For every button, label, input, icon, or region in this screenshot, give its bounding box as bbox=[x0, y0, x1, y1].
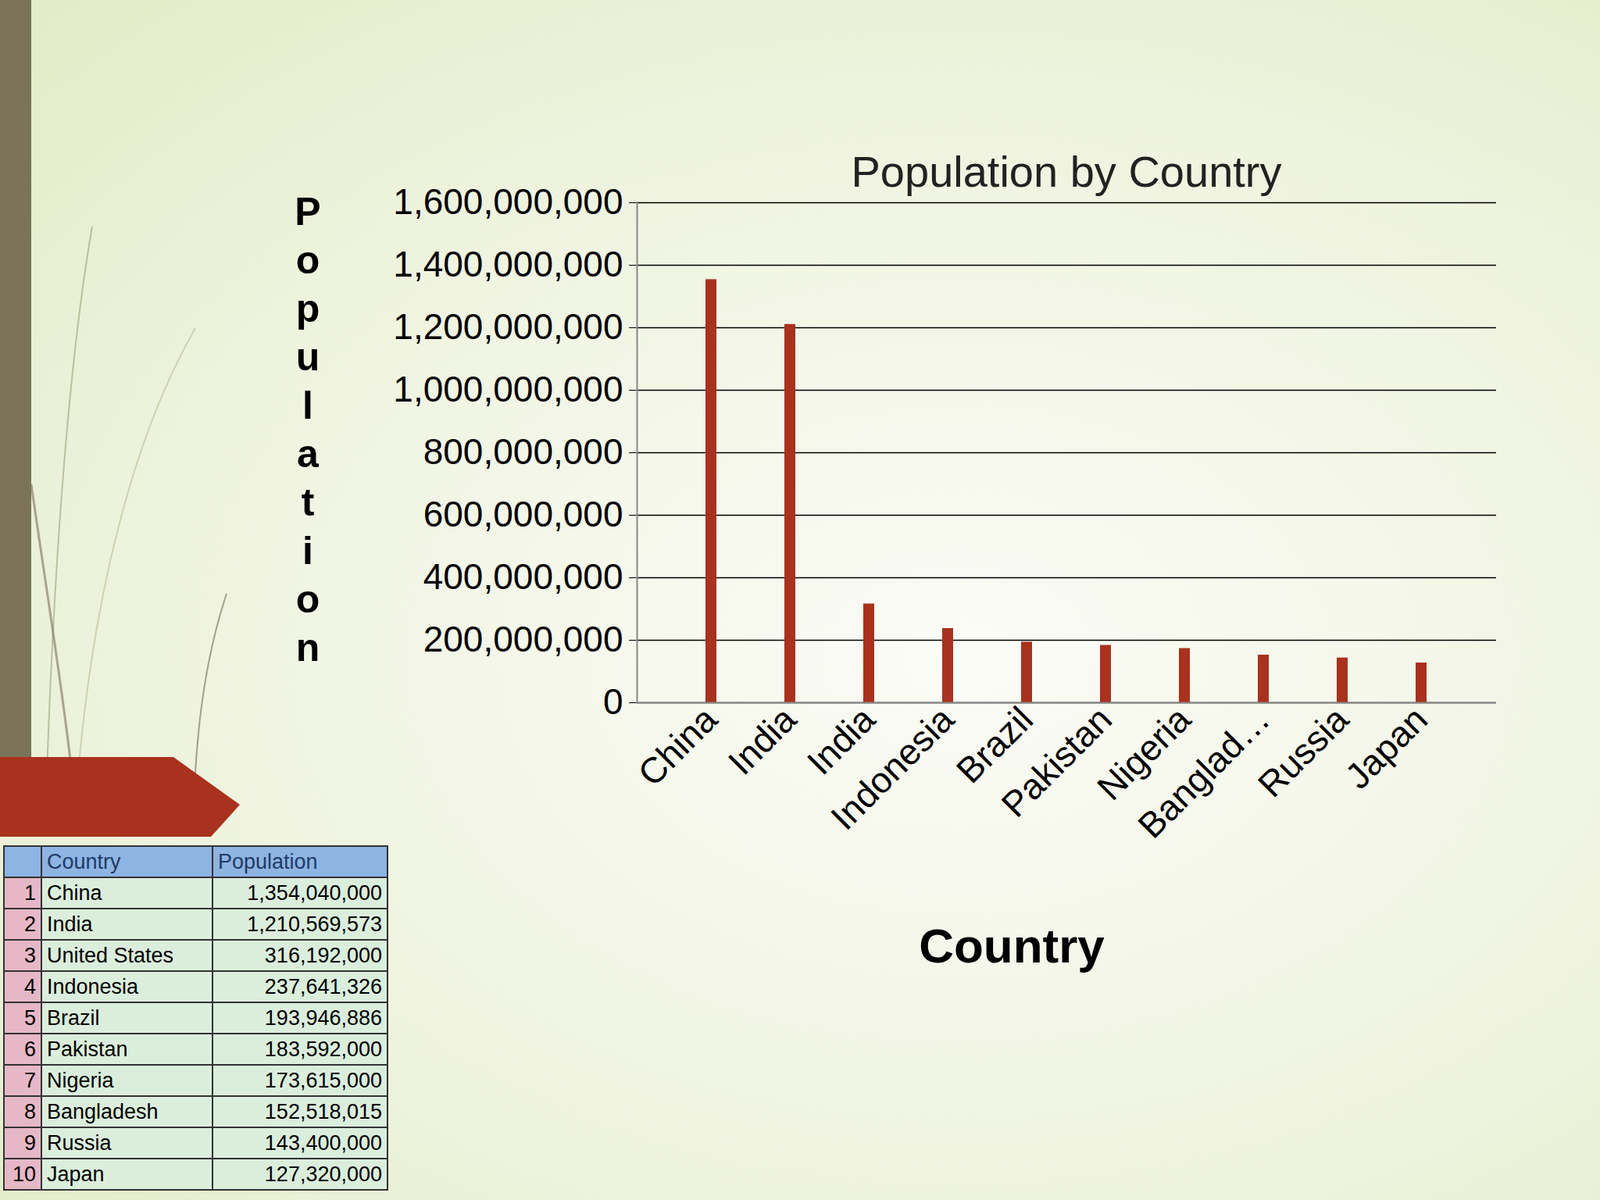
html-text:t: t bbox=[301, 480, 315, 525]
svg-text:1,200,000,000: 1,200,000,000 bbox=[392, 306, 623, 347]
svg-text:Nigeria: Nigeria bbox=[1089, 698, 1199, 808]
html-text:Country: Country bbox=[918, 918, 1105, 973]
html-text:143,400,000: 143,400,000 bbox=[264, 1130, 383, 1155]
html-text:Pakistan: Pakistan bbox=[46, 1037, 128, 1061]
html-text:Population by Country: Population by Country bbox=[851, 146, 1282, 197]
html-text:l: l bbox=[302, 383, 314, 428]
svg-text:Indonesia: Indonesia bbox=[822, 698, 962, 838]
svg-text:Pakistan: Pakistan bbox=[992, 698, 1120, 825]
svg-text:200,000,000: 200,000,000 bbox=[423, 618, 624, 660]
html-text:127,320,000: 127,320,000 bbox=[264, 1162, 383, 1186]
html-text:1,354,040,000: 1,354,040,000 bbox=[247, 880, 383, 905]
html-text:237,641,326: 237,641,326 bbox=[264, 974, 383, 999]
html-text:4: 4 bbox=[24, 974, 36, 999]
svg-text:India: India bbox=[798, 698, 883, 783]
html-text:10: 10 bbox=[12, 1162, 36, 1186]
html-text:173,615,000: 173,615,000 bbox=[264, 1068, 383, 1092]
svg-text:1,600,000,000: 1,600,000,000 bbox=[392, 181, 623, 222]
svg-text:Brazil: Brazil bbox=[948, 698, 1041, 791]
html-text:9: 9 bbox=[24, 1130, 36, 1155]
html-text:Population: Population bbox=[217, 849, 318, 874]
html-text:P: P bbox=[294, 189, 321, 234]
html-text:1,210,569,573: 1,210,569,573 bbox=[247, 912, 383, 936]
svg-text:0: 0 bbox=[603, 681, 624, 722]
svg-text:400,000,000: 400,000,000 bbox=[423, 556, 624, 597]
html-text:8: 8 bbox=[24, 1099, 36, 1124]
svg-text:Japan: Japan bbox=[1337, 698, 1436, 797]
svg-text:Russia: Russia bbox=[1250, 698, 1357, 805]
html-text:India: India bbox=[46, 912, 93, 936]
html-text:o: o bbox=[295, 577, 320, 622]
svg-text:1,000,000,000: 1,000,000,000 bbox=[392, 368, 623, 410]
html-text:Indonesia: Indonesia bbox=[46, 974, 139, 999]
html-text:China: China bbox=[46, 880, 102, 905]
html-text:5: 5 bbox=[24, 1005, 36, 1030]
html-text:p: p bbox=[295, 286, 320, 331]
svg-text:Banglad…: Banglad… bbox=[1129, 698, 1278, 847]
html-text:a: a bbox=[296, 432, 319, 476]
html-text:Country: Country bbox=[46, 849, 121, 874]
html-text:Bangladesh: Bangladesh bbox=[46, 1099, 159, 1124]
html-text:7: 7 bbox=[24, 1068, 36, 1092]
html-text:Nigeria: Nigeria bbox=[46, 1068, 114, 1092]
html-text:Japan: Japan bbox=[46, 1162, 105, 1186]
svg-text:600,000,000: 600,000,000 bbox=[423, 493, 624, 535]
html-text:193,946,886: 193,946,886 bbox=[264, 1005, 383, 1030]
html-text:1: 1 bbox=[24, 880, 36, 905]
html-text:Brazil: Brazil bbox=[46, 1005, 100, 1030]
svg-text:India: India bbox=[720, 698, 805, 783]
html-text:6: 6 bbox=[24, 1037, 36, 1061]
html-text:316,192,000: 316,192,000 bbox=[264, 943, 383, 967]
svg-text:1,400,000,000: 1,400,000,000 bbox=[392, 243, 623, 285]
html-text:183,592,000: 183,592,000 bbox=[264, 1037, 383, 1061]
html-text:i: i bbox=[302, 528, 314, 573]
html-text:u: u bbox=[295, 335, 320, 379]
html-text:152,518,015: 152,518,015 bbox=[264, 1099, 383, 1124]
html-text:Russia: Russia bbox=[46, 1130, 112, 1155]
html-text:United States: United States bbox=[46, 943, 174, 967]
html-text:n: n bbox=[295, 625, 320, 670]
svg-text:800,000,000: 800,000,000 bbox=[423, 431, 624, 472]
html-text:2: 2 bbox=[24, 912, 36, 936]
html-text:o: o bbox=[295, 238, 320, 283]
svg-text:China: China bbox=[629, 698, 725, 794]
html-text:3: 3 bbox=[24, 943, 36, 967]
